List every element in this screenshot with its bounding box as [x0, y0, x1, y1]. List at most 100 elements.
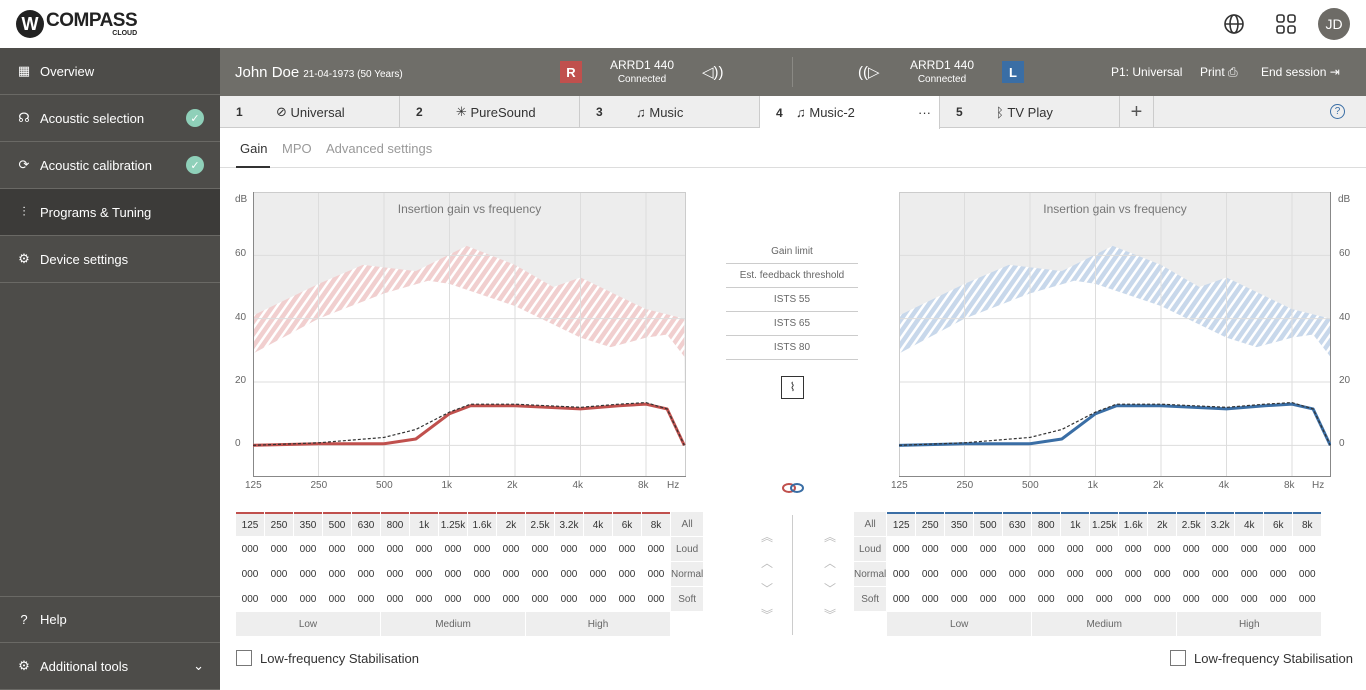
gain-value-cell[interactable]: 000 [979, 593, 997, 605]
gain-value-cell[interactable]: 000 [1095, 568, 1113, 580]
frequency-header[interactable]: 3.2k [1206, 512, 1235, 536]
gain-value-cell[interactable]: 000 [1008, 543, 1026, 555]
right-gain-chart[interactable] [253, 192, 686, 477]
frequency-header[interactable]: 1.6k [1119, 512, 1148, 536]
right-speaker-icon[interactable]: ◁)) [702, 64, 724, 81]
gain-value-cell[interactable]: 000 [531, 593, 549, 605]
gain-value-cell[interactable]: 000 [270, 593, 288, 605]
sidebar-item-help[interactable]: ? Help [0, 596, 220, 643]
step-down-icon[interactable]: ﹀ [823, 582, 836, 596]
frequency-header[interactable]: 2k [497, 512, 525, 536]
level-button-loud[interactable]: Loud [671, 537, 704, 561]
gain-value-cell[interactable]: 000 [1240, 568, 1258, 580]
gain-value-cell[interactable]: 000 [589, 543, 607, 555]
step-down-large-icon[interactable]: ︾ [760, 608, 773, 622]
gain-value-cell[interactable]: 000 [1124, 568, 1142, 580]
gain-value-cell[interactable]: 000 [1153, 568, 1171, 580]
all-button[interactable]: All [854, 512, 887, 536]
gain-value-cell[interactable]: 000 [328, 593, 346, 605]
gain-value-cell[interactable]: 000 [1037, 593, 1055, 605]
gain-value-cell[interactable]: 000 [473, 568, 491, 580]
step-down-large-icon[interactable]: ︾ [823, 608, 836, 622]
frequency-header[interactable]: 4k [1235, 512, 1264, 536]
gain-value-cell[interactable]: 000 [328, 568, 346, 580]
gain-value-cell[interactable]: 000 [444, 543, 462, 555]
gain-value-cell[interactable]: 000 [647, 568, 665, 580]
gain-value-cell[interactable]: 000 [618, 568, 636, 580]
step-up-large-icon[interactable]: ︽ [823, 530, 836, 544]
gain-value-cell[interactable]: 000 [270, 543, 288, 555]
gain-value-cell[interactable]: 000 [1269, 593, 1287, 605]
frequency-header[interactable]: 125 [236, 512, 264, 536]
gain-value-cell[interactable]: 000 [357, 543, 375, 555]
gain-value-cell[interactable]: 000 [1008, 568, 1026, 580]
gain-value-cell[interactable]: 000 [921, 568, 939, 580]
level-button-normal[interactable]: Normal [671, 562, 704, 586]
frequency-header[interactable]: 1k [410, 512, 438, 536]
gain-value-cell[interactable]: 000 [444, 568, 462, 580]
legend-ists-55[interactable]: ISTS 55 [726, 288, 858, 312]
gain-value-cell[interactable]: 000 [560, 593, 578, 605]
help-icon[interactable]: ? [1330, 104, 1345, 119]
gain-value-cell[interactable]: 000 [444, 593, 462, 605]
gain-value-cell[interactable]: 000 [1008, 593, 1026, 605]
gain-value-cell[interactable]: 000 [1066, 593, 1084, 605]
frequency-header[interactable]: 8k [1293, 512, 1322, 536]
legend-gain-limit[interactable]: Gain limit [726, 240, 858, 264]
graph-view-icon[interactable]: ⌇ [781, 376, 804, 399]
frequency-header[interactable]: 630 [1003, 512, 1032, 536]
gain-value-cell[interactable]: 000 [1066, 568, 1084, 580]
gain-value-cell[interactable]: 000 [473, 543, 491, 555]
gain-value-cell[interactable]: 000 [589, 593, 607, 605]
gain-value-cell[interactable]: 000 [241, 568, 259, 580]
gain-value-cell[interactable]: 000 [1269, 543, 1287, 555]
gain-value-cell[interactable]: 000 [328, 543, 346, 555]
avatar[interactable]: JD [1318, 8, 1350, 40]
gain-value-cell[interactable]: 000 [892, 593, 910, 605]
checkbox[interactable] [236, 650, 252, 666]
frequency-header[interactable]: 350 [294, 512, 322, 536]
left-speaker-icon[interactable]: ((▷ [858, 64, 880, 81]
gain-value-cell[interactable]: 000 [502, 593, 520, 605]
gain-value-cell[interactable]: 000 [892, 543, 910, 555]
legend-ists-65[interactable]: ISTS 65 [726, 312, 858, 336]
step-up-icon[interactable]: ︿ [760, 556, 773, 570]
end-session-button[interactable]: End session ⇥ [1261, 65, 1340, 79]
subtab-gain[interactable]: Gain [240, 141, 268, 156]
frequency-header[interactable]: 125 [887, 512, 916, 536]
subtab-advanced[interactable]: Advanced settings [326, 141, 433, 156]
sidebar-item-additional-tools[interactable]: ⚙ Additional tools ⌄ [0, 643, 220, 690]
gain-value-cell[interactable]: 000 [1298, 568, 1316, 580]
band-button-low[interactable]: Low [887, 612, 1032, 636]
gain-value-cell[interactable]: 000 [386, 568, 404, 580]
gain-value-cell[interactable]: 000 [386, 543, 404, 555]
gain-value-cell[interactable]: 000 [241, 543, 259, 555]
gain-value-cell[interactable]: 000 [1182, 543, 1200, 555]
legend-feedback-threshold[interactable]: Est. feedback threshold [726, 264, 858, 288]
gain-value-cell[interactable]: 000 [1240, 593, 1258, 605]
frequency-header[interactable]: 500 [323, 512, 351, 536]
gain-value-cell[interactable]: 000 [647, 543, 665, 555]
gain-value-cell[interactable]: 000 [921, 593, 939, 605]
gain-value-cell[interactable]: 000 [921, 543, 939, 555]
frequency-header[interactable]: 350 [945, 512, 974, 536]
level-button-normal[interactable]: Normal [854, 562, 887, 586]
frequency-header[interactable]: 1k [1061, 512, 1090, 536]
frequency-header[interactable]: 6k [1264, 512, 1293, 536]
gain-value-cell[interactable]: 000 [241, 593, 259, 605]
gain-value-cell[interactable]: 000 [473, 593, 491, 605]
link-icon[interactable] [781, 480, 805, 501]
gain-value-cell[interactable]: 000 [1037, 543, 1055, 555]
gain-value-cell[interactable]: 000 [415, 593, 433, 605]
gain-value-cell[interactable]: 000 [589, 568, 607, 580]
frequency-header[interactable]: 2.5k [526, 512, 554, 536]
add-tab-button[interactable]: + [1120, 96, 1154, 128]
gain-value-cell[interactable]: 000 [502, 543, 520, 555]
frequency-header[interactable]: 2.5k [1177, 512, 1206, 536]
gain-value-cell[interactable]: 000 [415, 568, 433, 580]
gain-value-cell[interactable]: 000 [618, 593, 636, 605]
sidebar-item-overview[interactable]: ▦ Overview [0, 48, 220, 95]
gain-value-cell[interactable]: 000 [1211, 543, 1229, 555]
frequency-header[interactable]: 250 [916, 512, 945, 536]
